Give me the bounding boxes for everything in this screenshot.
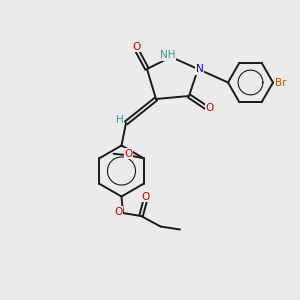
Text: Br: Br	[275, 77, 286, 88]
Text: O: O	[206, 103, 214, 113]
Text: O: O	[141, 191, 150, 202]
Text: O: O	[114, 206, 123, 217]
Text: H: H	[116, 115, 124, 125]
Text: NH: NH	[160, 50, 176, 61]
Text: O: O	[132, 41, 141, 52]
Text: O: O	[124, 149, 133, 159]
Text: N: N	[196, 64, 203, 74]
